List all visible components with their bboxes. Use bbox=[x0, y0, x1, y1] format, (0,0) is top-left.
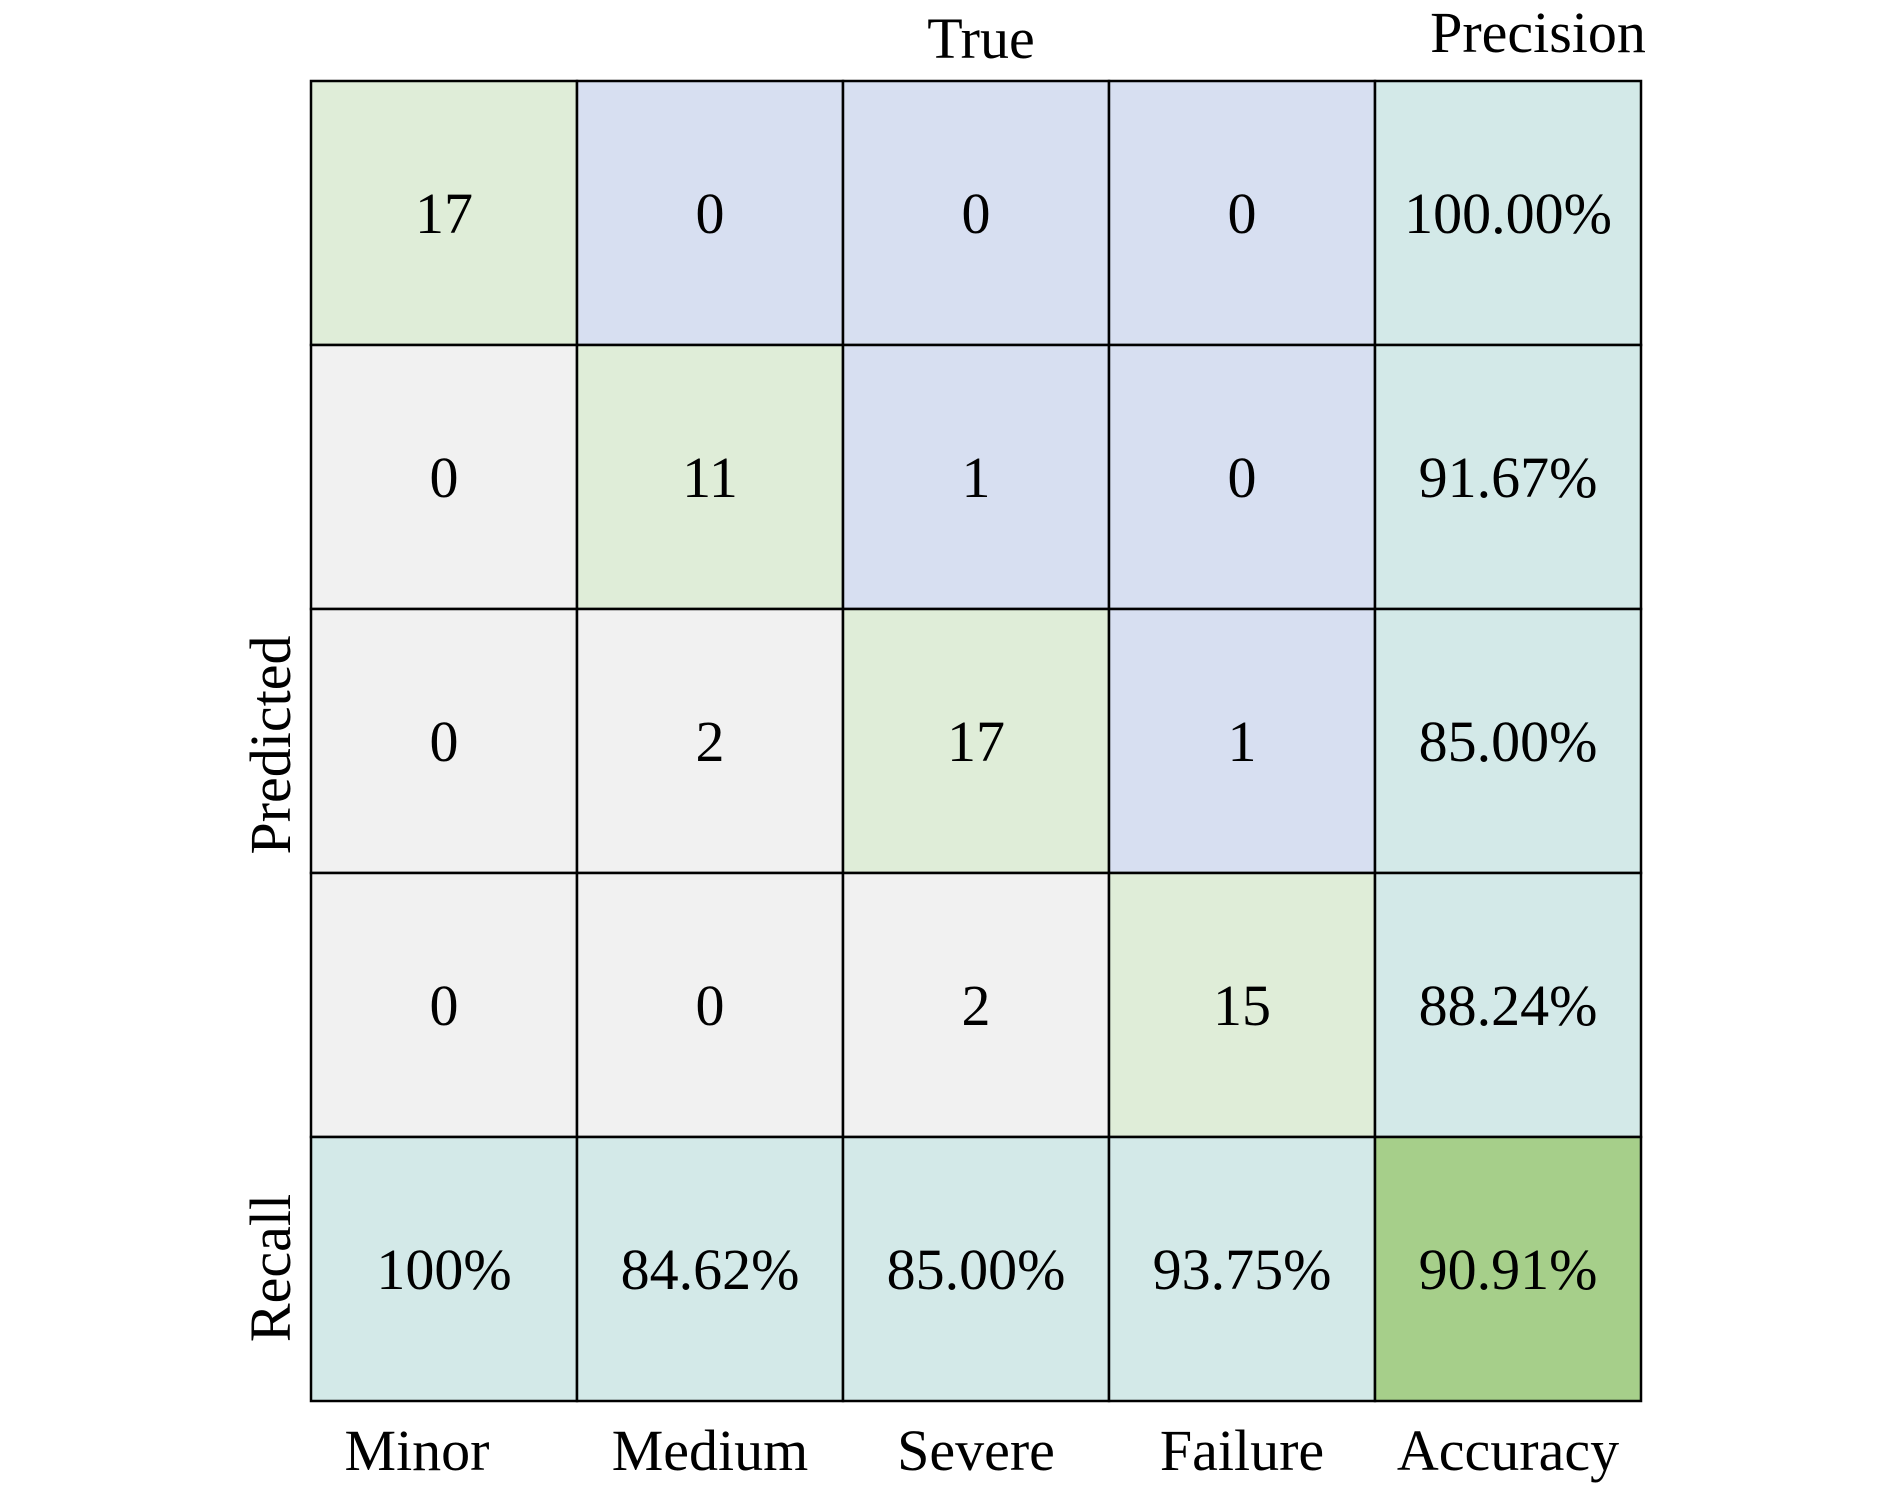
matrix-value: 0 bbox=[430, 973, 459, 1038]
matrix-value: 1 bbox=[1228, 709, 1257, 774]
matrix-cell bbox=[309, 871, 579, 1139]
matrix-cell bbox=[841, 871, 1111, 1139]
recall-value: 93.75% bbox=[1153, 1237, 1332, 1302]
accuracy-cell bbox=[1373, 1135, 1643, 1403]
matrix-cell bbox=[575, 871, 845, 1139]
precision-cell bbox=[1373, 871, 1643, 1139]
matrix-value: 0 bbox=[430, 709, 459, 774]
precision-cell bbox=[1373, 343, 1643, 611]
accuracy-value: 90.91% bbox=[1419, 1237, 1598, 1302]
recall-value: 84.62% bbox=[621, 1237, 800, 1302]
recall-cell bbox=[841, 1135, 1111, 1403]
x-tick-label: Medium bbox=[612, 1418, 809, 1483]
matrix-value: 17 bbox=[947, 709, 1005, 774]
matrix-cell bbox=[841, 343, 1111, 611]
recall-value: 85.00% bbox=[887, 1237, 1066, 1302]
matrix-value: 0 bbox=[1228, 445, 1257, 510]
matrix-value: 0 bbox=[1228, 181, 1257, 246]
matrix-cell bbox=[1107, 871, 1377, 1139]
matrix-value: 17 bbox=[415, 181, 473, 246]
recall-cell bbox=[309, 1135, 579, 1403]
matrix-value: 1 bbox=[962, 445, 991, 510]
precision-cell bbox=[1373, 79, 1643, 347]
matrix-value: 0 bbox=[962, 181, 991, 246]
matrix-cell bbox=[1107, 607, 1377, 875]
precision-value: 88.24% bbox=[1419, 973, 1598, 1038]
y-axis-title: Predicted bbox=[238, 635, 303, 854]
matrix-value: 2 bbox=[696, 709, 725, 774]
matrix-cell bbox=[841, 79, 1111, 347]
matrix-value: 0 bbox=[696, 973, 725, 1038]
x-tick-label: Accuracy bbox=[1397, 1418, 1619, 1483]
x-axis-title: True bbox=[927, 6, 1034, 71]
precision-cell bbox=[1373, 607, 1643, 875]
x-tick-label: Failure bbox=[1160, 1418, 1324, 1483]
matrix-cell bbox=[575, 607, 845, 875]
x-tick-label: Minor bbox=[345, 1418, 490, 1483]
matrix-cell bbox=[1107, 79, 1377, 347]
precision-value: 100.00% bbox=[1404, 181, 1612, 246]
matrix-cell bbox=[309, 79, 579, 347]
matrix-value: 0 bbox=[696, 181, 725, 246]
recall-cell bbox=[575, 1135, 845, 1403]
matrix-value: 11 bbox=[682, 445, 738, 510]
recall-title: Recall bbox=[238, 1194, 303, 1342]
matrix-value: 2 bbox=[962, 973, 991, 1038]
precision-value: 91.67% bbox=[1419, 445, 1598, 510]
recall-value: 100% bbox=[376, 1237, 511, 1302]
matrix-cell bbox=[575, 79, 845, 347]
matrix-value: 15 bbox=[1213, 973, 1271, 1038]
matrix-value: 0 bbox=[430, 445, 459, 510]
x-tick-label: Severe bbox=[897, 1418, 1055, 1483]
matrix-cell bbox=[309, 343, 579, 611]
precision-title: Precision bbox=[1430, 0, 1646, 65]
matrix-cell bbox=[841, 607, 1111, 875]
precision-value: 85.00% bbox=[1419, 709, 1598, 774]
